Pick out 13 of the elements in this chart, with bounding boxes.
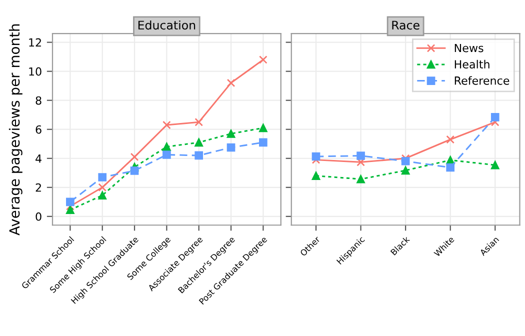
y-tick-label: 12 — [29, 38, 41, 47]
y-tick-label: 8 — [36, 96, 42, 105]
legend-label: Health — [454, 60, 490, 69]
y-axis-title: Average pageviews per month — [8, 24, 22, 236]
y-tick-label: 2 — [36, 183, 41, 192]
y-tick-label: 6 — [36, 125, 42, 134]
y-tick-label: 0 — [36, 212, 42, 221]
chart-title: Race — [392, 20, 420, 30]
legend-label: Reference — [454, 76, 510, 85]
y-tick-label: 4 — [36, 154, 42, 163]
chart-title: Education — [138, 20, 196, 30]
y-tick-label: 10 — [29, 67, 42, 76]
legend-label: News — [454, 44, 484, 52]
